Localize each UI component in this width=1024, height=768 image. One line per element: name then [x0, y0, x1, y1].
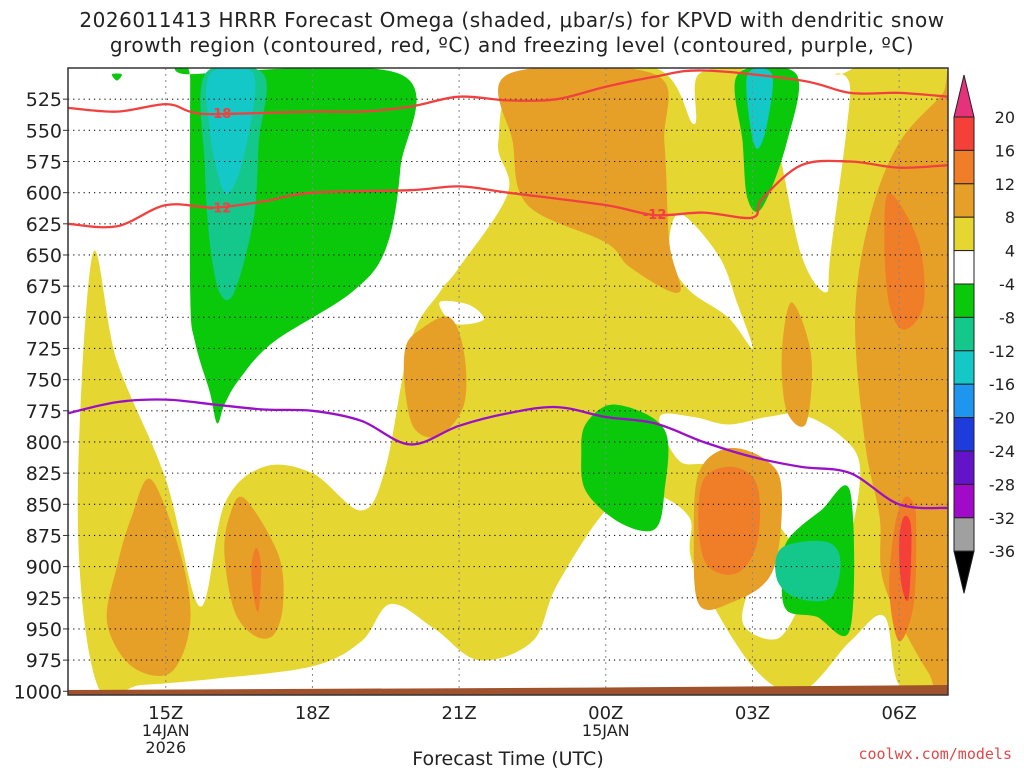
x-tick-label: 2026 [145, 738, 186, 757]
colorbar-bottom-triangle [953, 550, 975, 594]
ground-fill [68, 685, 948, 695]
contour-lines: -18 -12 -12 [68, 69, 948, 510]
y-tick-label: 950 [26, 619, 62, 641]
colorbar-swatch [953, 250, 975, 285]
colorbar-swatch [953, 283, 975, 318]
colorbar-label: -32 [989, 509, 1015, 528]
y-tick-label: 850 [26, 494, 62, 516]
chart-title-line1: 2026011413 HRRR Forecast Omega (shaded, … [79, 8, 945, 32]
omega-region-13 [884, 192, 925, 330]
x-tick-label: 00Z [588, 703, 623, 724]
y-tick-label: 750 [26, 370, 62, 392]
colorbar-label: -20 [989, 409, 1015, 428]
colorbar-label: -8 [999, 308, 1015, 327]
colorbar-label: -24 [989, 442, 1015, 461]
omega-region-24 [206, 68, 256, 194]
y-tick-label: 875 [26, 525, 62, 547]
colorbar-swatch [953, 216, 975, 252]
omega-region-10 [781, 302, 812, 427]
omega-region-15 [251, 547, 262, 612]
omega-region-5 [106, 478, 191, 677]
colorbar-swatch [953, 483, 975, 519]
colorbar-label: 20 [995, 108, 1015, 127]
omega-region-23 [775, 540, 841, 602]
contour-dgz-minus18 [68, 69, 948, 116]
y-tick-label: 925 [26, 588, 62, 610]
omega-region-3 [668, 213, 753, 349]
x-tick-label: 18Z [295, 703, 330, 724]
colorbar: 20 16 12 8 4 -4 -8 -12 -16 -20 -24 -28 -32 -36 [953, 74, 1015, 594]
x-tick-label: 15JAN [582, 721, 630, 740]
y-tick-label: 975 [26, 650, 62, 672]
colorbar-swatch [953, 517, 975, 552]
colorbar-swatch [953, 316, 975, 352]
omega-region-12 [698, 466, 761, 575]
y-tick-label: 1000 [14, 681, 62, 703]
y-tick-label: 725 [26, 338, 62, 360]
colorbar-swatch [953, 183, 975, 218]
colorbar-label: -4 [999, 275, 1015, 294]
colorbar-label: 12 [995, 175, 1015, 194]
y-tick-label: 900 [26, 557, 62, 579]
colorbar-label: -28 [989, 475, 1015, 494]
omega-region-19 [581, 404, 669, 532]
contour-freezing-level [68, 398, 948, 510]
colorbar-swatch [953, 149, 975, 185]
colorbar-swatch [953, 350, 975, 385]
y-tick-label: 600 [26, 183, 62, 205]
colorbar-swatch [953, 116, 975, 151]
x-tick-label: 03Z [735, 703, 770, 724]
plot-frame [67, 67, 949, 696]
y-tick-label: 625 [26, 214, 62, 236]
omega-region-21 [111, 73, 122, 81]
credit-text: coolwx.com/models [858, 745, 1012, 763]
chart-title-line2: growth region (contoured, red, ºC) and f… [109, 33, 915, 57]
y-tick-label: 550 [26, 120, 62, 142]
colorbar-swatch [953, 450, 975, 485]
x-tick-label: 14JAN [142, 721, 190, 740]
omega-region-8 [498, 68, 681, 293]
y-axis: 525 550 575 600 625 650 675 700 725 750 775 800 825 8… [14, 89, 68, 703]
colorbar-label: 4 [1005, 242, 1015, 261]
y-tick-label: 800 [26, 432, 62, 454]
contour-label-dgz-minus12-1: -12 [643, 208, 667, 223]
y-tick-label: 675 [26, 276, 62, 298]
x-axis-label: Forecast Time (UTC) [412, 748, 603, 768]
x-tick-label: 15Z [148, 703, 183, 724]
y-tick-label: 650 [26, 245, 62, 267]
colorbar-label: -12 [989, 342, 1015, 361]
omega-region-11 [855, 68, 948, 695]
colorbar-swatch [953, 417, 975, 452]
colorbar-top-triangle [953, 74, 975, 118]
y-tick-label: 775 [26, 401, 62, 423]
x-tick-label: 06Z [881, 703, 916, 724]
omega-region-16 [899, 515, 912, 602]
y-tick-label: 575 [26, 151, 62, 173]
colorbar-label: 8 [1005, 208, 1015, 227]
y-tick-label: 700 [26, 307, 62, 329]
colorbar-swatch [953, 383, 975, 419]
contour-label-dgz-minus12-0: -12 [208, 202, 232, 217]
omega-shading [77, 68, 948, 695]
contour-label-dgz-minus18-0: -18 [208, 107, 232, 122]
y-tick-label: 825 [26, 463, 62, 485]
contour-dgz-minus12 [68, 159, 948, 229]
colorbar-label: 16 [995, 141, 1015, 160]
colorbar-label: -36 [989, 542, 1015, 561]
ground-layer [68, 685, 948, 695]
y-tick-label: 525 [26, 89, 62, 111]
x-tick-label: 21Z [441, 703, 476, 724]
colorbar-label: -16 [989, 375, 1015, 394]
omega-region-7 [403, 316, 467, 438]
